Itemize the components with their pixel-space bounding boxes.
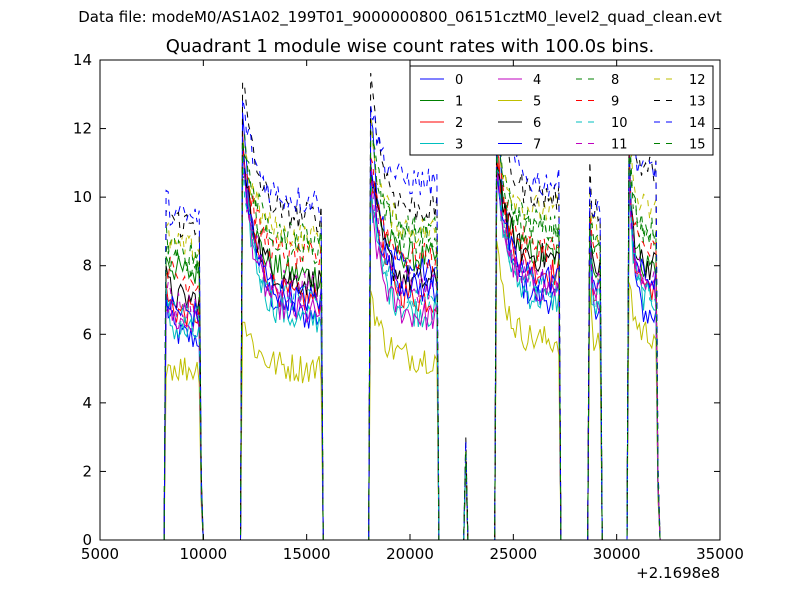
series-lines	[163, 72, 661, 540]
legend-label-7: 7	[533, 138, 541, 153]
series-line-3	[163, 150, 661, 540]
legend-label-9: 9	[611, 95, 619, 110]
legend-label-15: 15	[689, 138, 706, 153]
data-file-suptitle: Data file: modeM0/AS1A02_199T01_90000008…	[78, 8, 722, 26]
y-tick-label: 14	[73, 51, 92, 69]
x-tick-label: 5000	[81, 545, 119, 563]
series-line-1	[163, 143, 661, 540]
legend-label-13: 13	[689, 95, 706, 110]
legend-label-10: 10	[611, 116, 628, 131]
legend-label-14: 14	[689, 116, 706, 131]
y-tick-label: 4	[82, 394, 92, 412]
x-tick-label: 20000	[386, 545, 434, 563]
legend-box	[409, 65, 714, 156]
x-tick-label: 15000	[283, 545, 331, 563]
legend-label-5: 5	[533, 95, 541, 110]
y-tick-label: 10	[73, 188, 92, 206]
series-line-5	[163, 241, 661, 540]
x-tick-label: 30000	[593, 545, 641, 563]
series-line-8	[163, 121, 661, 540]
legend-label-2: 2	[455, 116, 463, 131]
y-tick-label: 6	[82, 325, 92, 343]
x-tick-label: 10000	[179, 545, 227, 563]
chart-title: Quadrant 1 module wise count rates with …	[165, 36, 655, 57]
series-line-11	[163, 155, 661, 540]
series-line-9	[163, 142, 661, 540]
y-tick-label: 2	[82, 462, 92, 480]
series-line-4	[163, 161, 661, 540]
legend-label-0: 0	[455, 73, 463, 88]
x-tick-label: 25000	[489, 545, 537, 563]
legend-label-1: 1	[455, 95, 463, 110]
series-line-12	[163, 111, 661, 540]
y-tick-label: 8	[82, 257, 92, 275]
legend-label-3: 3	[455, 138, 463, 153]
series-line-10	[163, 155, 661, 540]
x-tick-label: 35000	[696, 545, 744, 563]
legend-label-4: 4	[533, 73, 541, 88]
y-tick-label: 12	[73, 120, 92, 138]
series-line-15	[163, 135, 661, 540]
legend-label-8: 8	[611, 73, 619, 88]
legend-label-11: 11	[611, 138, 628, 153]
legend-label-12: 12	[689, 73, 706, 88]
y-tick-label: 0	[82, 531, 92, 549]
series-line-7	[163, 142, 661, 540]
x-offset-label: +2.1698e8	[636, 564, 720, 582]
legend-label-6: 6	[533, 116, 541, 131]
